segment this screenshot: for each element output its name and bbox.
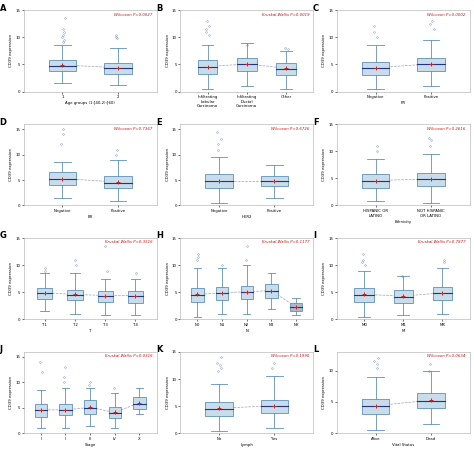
Text: Wilcoxon P=0.0634: Wilcoxon P=0.0634 — [428, 354, 466, 359]
Bar — [98, 291, 113, 302]
Y-axis label: CD39 expression: CD39 expression — [322, 376, 326, 409]
Text: E: E — [156, 118, 162, 127]
Text: Kruskal-Wallis P=0.3516: Kruskal-Wallis P=0.3516 — [105, 240, 153, 244]
X-axis label: HER2: HER2 — [241, 215, 252, 219]
Text: K: K — [156, 345, 163, 354]
Text: A: A — [0, 4, 6, 13]
Text: I: I — [313, 231, 316, 240]
Y-axis label: CD39 expression: CD39 expression — [166, 262, 170, 295]
Y-axis label: CD39 expression: CD39 expression — [166, 148, 170, 181]
Bar — [48, 60, 76, 71]
Text: Wilcoxon P=0.0027: Wilcoxon P=0.0027 — [114, 13, 153, 17]
Bar — [237, 58, 256, 71]
Bar — [265, 284, 277, 298]
Bar — [48, 172, 76, 185]
Bar — [362, 174, 390, 188]
Bar — [417, 58, 445, 71]
Bar — [276, 64, 296, 75]
Bar — [290, 303, 302, 311]
Bar — [261, 400, 288, 413]
X-axis label: M: M — [401, 329, 405, 333]
Text: D: D — [0, 118, 7, 127]
Bar — [417, 392, 445, 408]
Text: Kruskal-Wallis P=0.7877: Kruskal-Wallis P=0.7877 — [418, 240, 466, 244]
Y-axis label: CD39 expression: CD39 expression — [166, 34, 170, 67]
Bar — [133, 397, 146, 409]
Text: L: L — [313, 345, 318, 354]
Bar — [393, 290, 413, 303]
Text: Kruskal-Wallis P=0.1177: Kruskal-Wallis P=0.1177 — [262, 240, 309, 244]
Text: Wilcoxon P=0.6726: Wilcoxon P=0.6726 — [271, 127, 309, 130]
Bar — [128, 291, 143, 303]
Bar — [59, 404, 72, 415]
Bar — [205, 174, 233, 188]
Text: G: G — [0, 231, 7, 240]
Bar — [261, 176, 288, 186]
X-axis label: ER: ER — [88, 215, 93, 219]
Bar — [205, 402, 233, 416]
Bar — [362, 399, 390, 414]
Y-axis label: CD39 expression: CD39 expression — [322, 148, 326, 181]
Bar — [109, 407, 121, 418]
Bar — [35, 404, 47, 417]
Bar — [84, 400, 96, 414]
Bar — [198, 60, 218, 74]
X-axis label: Stage: Stage — [84, 443, 96, 447]
Y-axis label: CD39 expression: CD39 expression — [9, 34, 13, 67]
X-axis label: N: N — [245, 329, 248, 333]
Y-axis label: CD39 expression: CD39 expression — [9, 148, 13, 181]
Y-axis label: CD39 expression: CD39 expression — [322, 34, 326, 67]
Y-axis label: CD39 expression: CD39 expression — [9, 376, 13, 409]
Bar — [67, 290, 82, 300]
Text: F: F — [313, 118, 319, 127]
Text: J: J — [0, 345, 3, 354]
Text: H: H — [156, 231, 163, 240]
X-axis label: PR: PR — [401, 101, 406, 105]
Bar — [216, 287, 228, 300]
Text: Kruskal-Wallis P=0.0019: Kruskal-Wallis P=0.0019 — [262, 13, 309, 17]
Text: Kruskal-Wallis P=0.0316: Kruskal-Wallis P=0.0316 — [105, 354, 153, 359]
Text: B: B — [156, 4, 163, 13]
X-axis label: Lymph: Lymph — [240, 443, 253, 447]
Text: Wilcoxon P=0.7367: Wilcoxon P=0.7367 — [114, 127, 153, 130]
Text: Wilcoxon P=0.2616: Wilcoxon P=0.2616 — [428, 127, 466, 130]
Y-axis label: CD39 expression: CD39 expression — [9, 262, 13, 295]
Y-axis label: CD39 expression: CD39 expression — [166, 376, 170, 409]
X-axis label: Vital Status: Vital Status — [392, 443, 414, 447]
Bar — [104, 64, 132, 74]
Bar — [104, 176, 132, 188]
X-axis label: Age groups (1:[40,2):[60): Age groups (1:[40,2):[60) — [65, 101, 115, 105]
Bar — [191, 288, 204, 302]
Text: Wilcoxon P=0.0002: Wilcoxon P=0.0002 — [428, 13, 466, 17]
Bar — [362, 62, 390, 75]
Y-axis label: CD39 expression: CD39 expression — [322, 262, 326, 295]
Bar — [417, 173, 445, 187]
X-axis label: Ethnicity: Ethnicity — [395, 220, 412, 224]
Text: Wilcoxon P=0.1990: Wilcoxon P=0.1990 — [271, 354, 309, 359]
Bar — [37, 288, 52, 299]
Text: C: C — [313, 4, 319, 13]
Bar — [433, 287, 452, 300]
Bar — [355, 288, 374, 302]
Bar — [241, 286, 253, 299]
X-axis label: T: T — [89, 329, 91, 333]
